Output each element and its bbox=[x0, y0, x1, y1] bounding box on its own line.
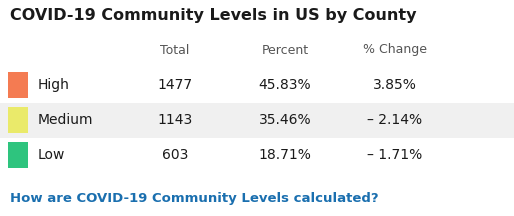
Text: – 2.14%: – 2.14% bbox=[368, 113, 423, 127]
Text: 603: 603 bbox=[162, 148, 188, 162]
Text: Low: Low bbox=[38, 148, 65, 162]
Text: Percent: Percent bbox=[262, 43, 308, 57]
Text: 35.46%: 35.46% bbox=[259, 113, 311, 127]
Text: 3.85%: 3.85% bbox=[373, 78, 417, 92]
Text: High: High bbox=[38, 78, 70, 92]
Text: 1143: 1143 bbox=[157, 113, 193, 127]
Text: 1477: 1477 bbox=[157, 78, 193, 92]
Bar bbox=[8, 142, 28, 168]
Text: COVID-19 Community Levels in US by County: COVID-19 Community Levels in US by Count… bbox=[10, 8, 416, 23]
Bar bbox=[8, 72, 28, 98]
Text: 45.83%: 45.83% bbox=[259, 78, 311, 92]
Text: – 1.71%: – 1.71% bbox=[368, 148, 423, 162]
Text: How are COVID-19 Community Levels calculated?: How are COVID-19 Community Levels calcul… bbox=[10, 192, 379, 205]
Text: Total: Total bbox=[160, 43, 190, 57]
Bar bbox=[0, 103, 514, 138]
Bar bbox=[0, 103, 514, 138]
Bar bbox=[8, 107, 28, 133]
Text: Medium: Medium bbox=[38, 113, 94, 127]
Text: 18.71%: 18.71% bbox=[259, 148, 311, 162]
Text: % Change: % Change bbox=[363, 43, 427, 57]
